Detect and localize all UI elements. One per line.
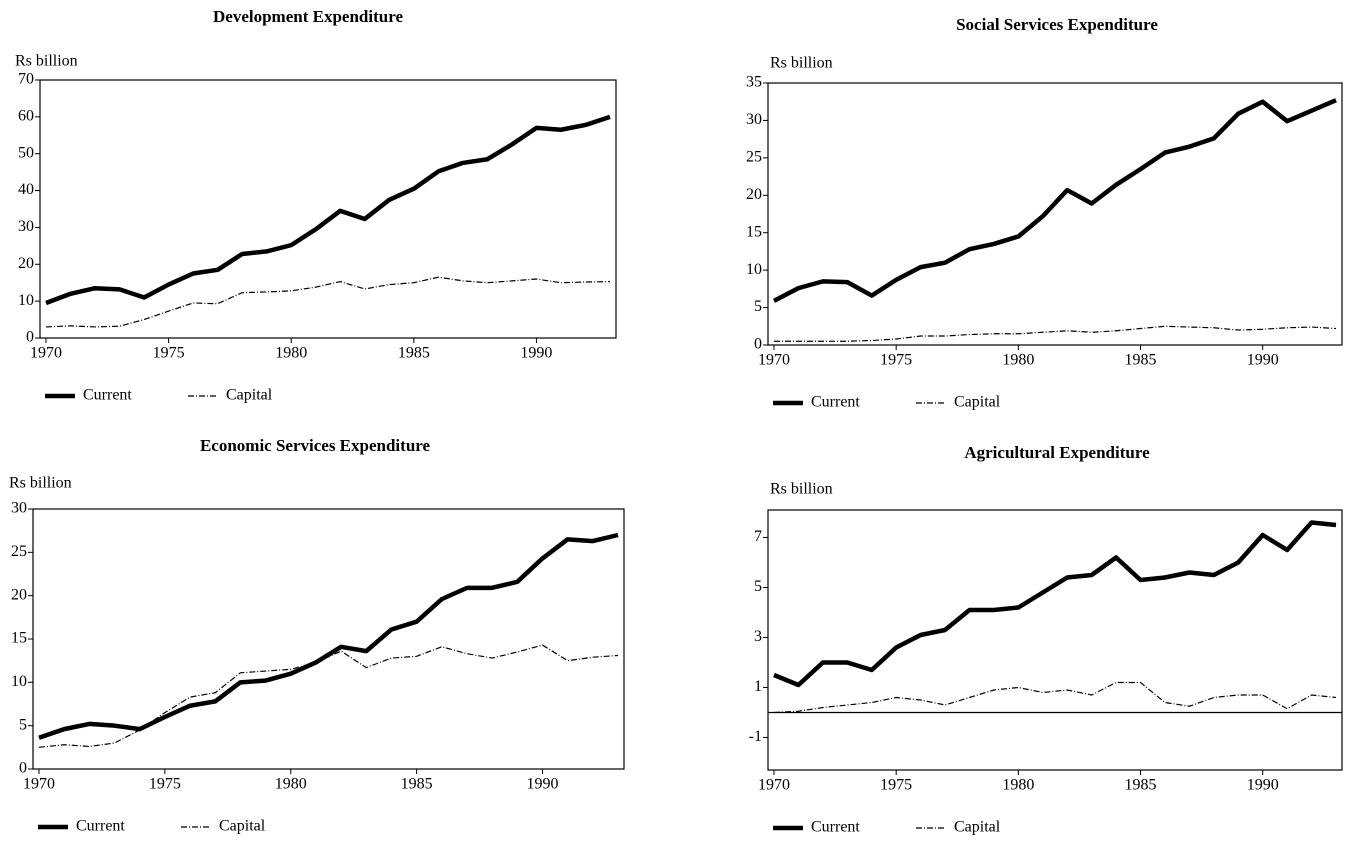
x-tick-label: 1970 — [758, 777, 790, 794]
plot-frame — [39, 79, 617, 339]
legend-label: Current — [811, 819, 860, 836]
x-tick-label: 1990 — [520, 345, 552, 362]
x-tick-label: 1985 — [1125, 777, 1157, 794]
y-tick-label: 0 — [26, 329, 34, 346]
y-axis-label: Rs billion — [770, 481, 833, 498]
x-tick-label: 1975 — [880, 777, 912, 794]
x-tick-label: 1990 — [1247, 777, 1279, 794]
x-tick-label: 1975 — [153, 345, 185, 362]
y-tick-label: -1 — [749, 728, 762, 745]
y-tick-label: 15 — [746, 223, 762, 240]
legend-label: Current — [811, 394, 860, 411]
y-tick-label: 30 — [18, 218, 34, 235]
legend-label: Capital — [954, 819, 1001, 836]
y-tick-label: 70 — [18, 71, 34, 88]
y-tick-label: 60 — [18, 108, 34, 125]
y-tick-label: 10 — [746, 261, 762, 278]
x-tick-label: 1990 — [1247, 352, 1279, 369]
y-tick-label: 10 — [11, 673, 27, 690]
chart-title: Agricultural Expenditure — [964, 443, 1150, 462]
y-tick-label: 10 — [18, 292, 34, 309]
y-tick-label: 1 — [754, 678, 762, 695]
series-line — [45, 114, 611, 306]
x-tick-label: 1970 — [30, 345, 62, 362]
legend-label: Capital — [226, 387, 273, 404]
y-tick-label: 50 — [18, 144, 34, 161]
y-axis-label: Rs billion — [9, 475, 72, 492]
x-tick-label: 1985 — [398, 345, 430, 362]
series-line — [45, 276, 611, 328]
y-tick-label: 35 — [746, 74, 762, 91]
legend-label: Current — [76, 818, 125, 835]
y-tick-label: 0 — [754, 336, 762, 353]
x-tick-label: 1990 — [526, 776, 558, 793]
y-tick-label: 5 — [754, 298, 762, 315]
plot-frame — [767, 509, 1343, 771]
y-tick-label: 5 — [19, 716, 27, 733]
y-tick-label: 25 — [746, 149, 762, 166]
x-tick-label: 1975 — [880, 352, 912, 369]
series-line — [38, 532, 619, 740]
x-tick-label: 1970 — [758, 352, 790, 369]
x-tick-label: 1980 — [1002, 777, 1034, 794]
series-line — [773, 520, 1337, 688]
x-tick-label: 1980 — [275, 345, 307, 362]
y-tick-label: 20 — [18, 255, 34, 272]
y-tick-label: 20 — [11, 586, 27, 603]
y-tick-label: 7 — [754, 528, 762, 545]
series-line — [772, 98, 1337, 303]
chart-title: Development Expenditure — [213, 7, 403, 26]
plot-frame — [767, 82, 1343, 346]
plot-frame — [32, 508, 625, 770]
chart-title: Social Services Expenditure — [956, 15, 1158, 34]
legend-label: Capital — [219, 818, 266, 835]
y-axis-label: Rs billion — [15, 53, 78, 70]
series-line — [774, 325, 1337, 342]
x-tick-label: 1985 — [401, 776, 433, 793]
series-line — [773, 681, 1337, 714]
series-line — [38, 644, 619, 748]
x-tick-label: 1975 — [149, 776, 181, 793]
legend-label: Current — [83, 387, 132, 404]
x-tick-label: 1970 — [23, 776, 55, 793]
x-tick-label: 1985 — [1125, 352, 1157, 369]
y-tick-label: 15 — [11, 630, 27, 647]
legend-label: Capital — [954, 394, 1001, 411]
x-tick-label: 1980 — [1002, 352, 1034, 369]
y-tick-label: 20 — [746, 186, 762, 203]
y-axis-label: Rs billion — [770, 55, 833, 72]
y-tick-label: 40 — [18, 181, 34, 198]
y-tick-label: 0 — [19, 760, 27, 777]
y-tick-label: 30 — [11, 500, 27, 517]
chart-title: Economic Services Expenditure — [200, 436, 431, 455]
x-tick-label: 1980 — [275, 776, 307, 793]
y-tick-label: 30 — [746, 111, 762, 128]
y-tick-label: 5 — [754, 578, 762, 595]
y-tick-label: 3 — [754, 628, 762, 645]
y-tick-label: 25 — [11, 543, 27, 560]
